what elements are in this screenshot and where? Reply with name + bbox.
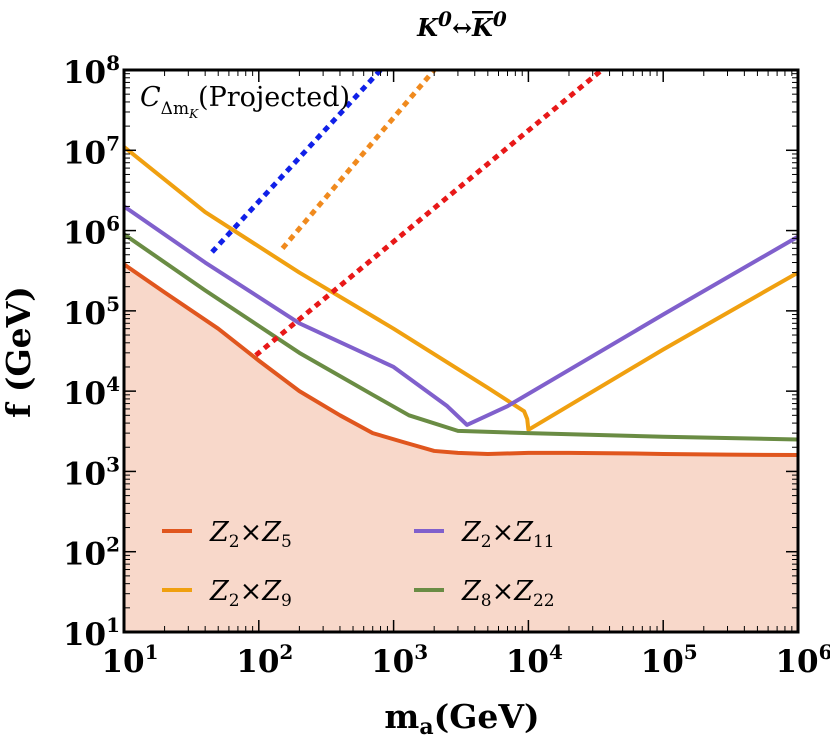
x-tick-label: 103 [371, 640, 428, 680]
label-layer: 101 102 103 104 105 106 101 102 103 104 105 106 107 1… [63, 51, 830, 680]
excluded-region-fill [124, 264, 798, 632]
y-tick-label: 106 [63, 212, 120, 252]
annotation-projected: CΔmK(Projected) [140, 82, 350, 121]
dotted-line-4 [210, 70, 383, 254]
x-tick-label: 106 [775, 640, 830, 680]
x-axis-title: ma(GeV) [384, 697, 539, 740]
series-line-2 [124, 204, 798, 427]
excluded-region-area [124, 264, 798, 632]
series-line-0 [124, 262, 798, 458]
x-tick-label: 104 [506, 640, 563, 680]
y-tick-label: 108 [63, 51, 120, 91]
legend-label: Z2×Z11 [461, 517, 555, 552]
legend: Z2×Z5 Z2×Z9 Z2×Z11 Z8×Z22 [162, 517, 555, 611]
series-line-3 [124, 232, 798, 442]
tick-layer [123, 69, 799, 633]
dotted-line-6 [254, 70, 604, 358]
legend-label: Z2×Z5 [209, 517, 292, 552]
y-tick-label: 107 [63, 131, 120, 171]
series-layer [124, 70, 798, 458]
plot-title: K0↔K0 [416, 7, 507, 42]
plot-frame [122, 68, 800, 634]
y-tick-label: 102 [63, 533, 120, 573]
series-line-1 [124, 145, 798, 432]
x-tick-label: 105 [641, 640, 698, 680]
y-tick-label: 104 [63, 372, 120, 412]
legend-label: Z2×Z9 [209, 576, 292, 611]
y-tick-label: 101 [63, 613, 120, 653]
legend-label: Z8×Z22 [461, 576, 555, 611]
x-tick-label: 101 [101, 640, 158, 680]
y-tick-label: 103 [63, 452, 120, 492]
y-axis-title: f (GeV) [0, 286, 38, 418]
y-tick-label: 105 [63, 292, 120, 332]
x-tick-label: 102 [236, 640, 293, 680]
